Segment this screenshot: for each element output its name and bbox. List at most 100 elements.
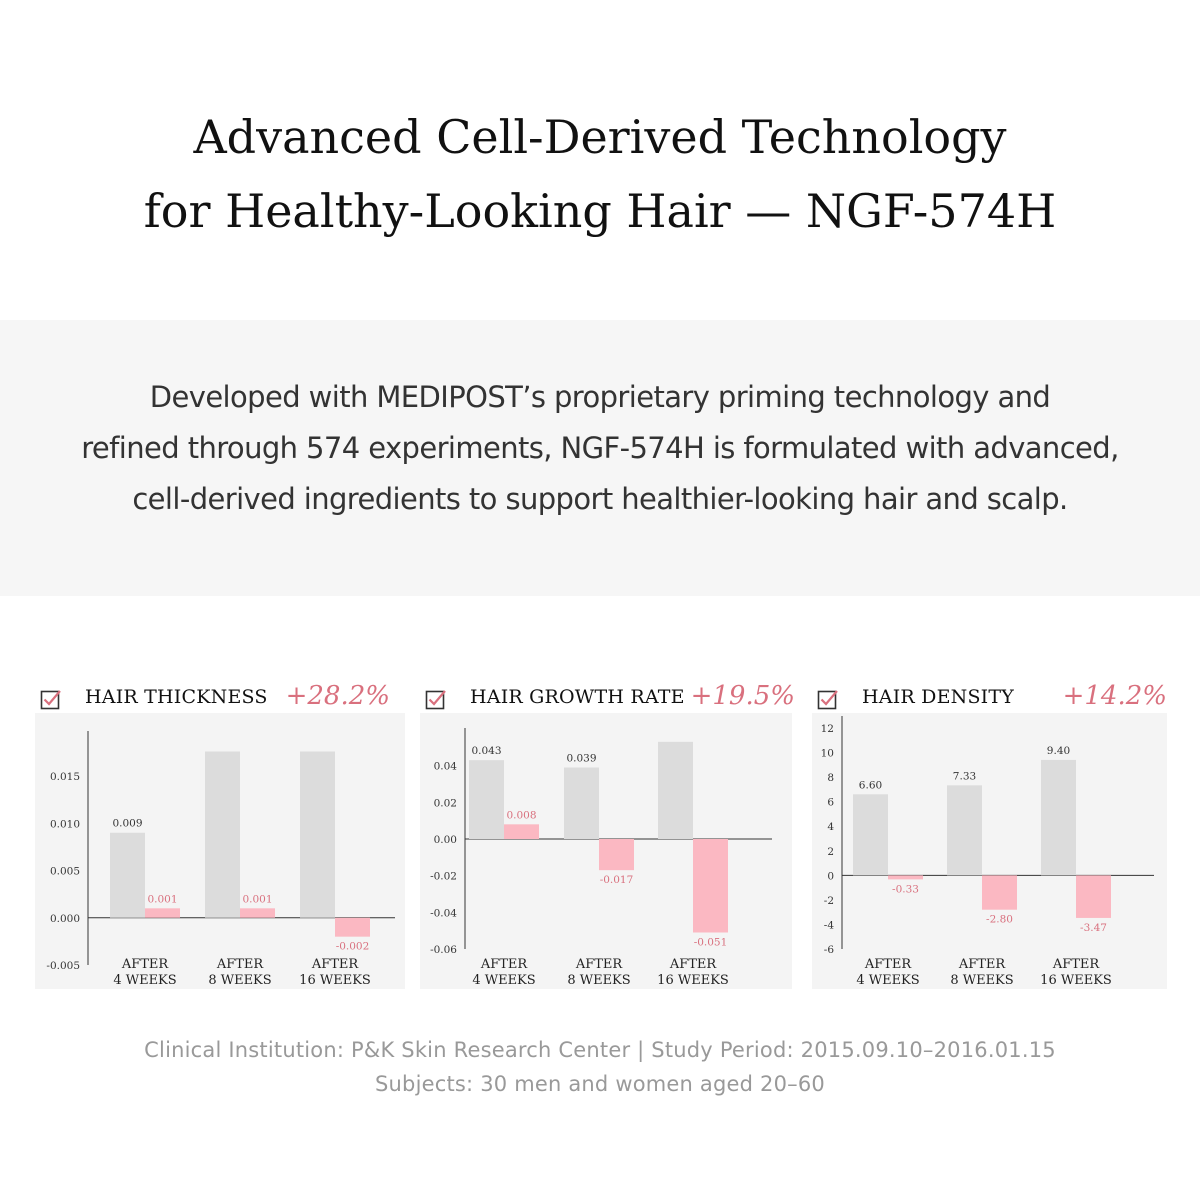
x-category-label: 16 WEEKS	[657, 973, 729, 988]
treated-bar	[658, 741, 693, 839]
x-category-label: 8 WEEKS	[567, 973, 630, 988]
treated-value-label: 6.60	[859, 779, 882, 791]
treated-bar	[110, 832, 145, 918]
treated-value-label: 0.043	[471, 745, 501, 757]
x-category-label: AFTER	[958, 957, 1007, 972]
x-category-label: 4 WEEKS	[113, 973, 176, 988]
footer-line-2: Subjects: 30 men and women aged 20–60	[375, 1072, 825, 1096]
control-bar	[599, 839, 634, 871]
y-tick-label: -6	[824, 944, 835, 956]
intro-text: Developed with MEDIPOST’s proprietary pr…	[0, 372, 1200, 525]
change-percent: +19.5%	[690, 681, 795, 711]
chart-svg: -0.06 -0.04 -0.02 0.00 0.02 0.04 0.043 0.008 AFT…	[430, 728, 772, 988]
y-tick-label: -0.02	[430, 871, 457, 883]
checkbox-check-icon	[817, 690, 838, 710]
chart-area: -0.005 0.000 0.005 0.010 0.015 0.009 0.001 AFTE…	[35, 713, 405, 989]
control-value-label: 0.001	[242, 893, 272, 905]
y-tick-label: -4	[824, 919, 835, 931]
intro-line-3: cell-derived ingredients to support heal…	[132, 482, 1068, 516]
y-tick-label: 10	[821, 748, 834, 760]
chart-area: -0.06 -0.04 -0.02 0.00 0.02 0.04 0.043 0.008 AFT…	[420, 713, 792, 989]
x-category-label: AFTER	[1052, 957, 1101, 972]
panel-header: HAIR GROWTH RATE +19.5%	[420, 680, 795, 716]
checkbox-check-icon	[40, 690, 61, 710]
treated-bar	[1041, 759, 1076, 876]
control-bar	[982, 875, 1017, 910]
y-tick-label: 0.000	[50, 913, 80, 925]
panel-header: HAIR DENSITY +14.2%	[812, 680, 1167, 716]
chart-svg: -0.005 0.000 0.005 0.010 0.015 0.009 0.001 AFTE…	[46, 731, 395, 988]
y-tick-label: 0.02	[434, 797, 457, 809]
treated-bar	[469, 760, 504, 839]
control-bar	[240, 908, 275, 918]
x-category-label: AFTER	[575, 957, 624, 972]
panel-hair-growth-rate: HAIR GROWTH RATE +19.5% -0.06 -0.04 -0.02 0…	[420, 680, 795, 1012]
control-value-label: -0.002	[336, 941, 370, 953]
page-title: Advanced Cell-Derived Technology for Hea…	[0, 100, 1200, 248]
control-bar	[1076, 875, 1111, 918]
intro-line-2: refined through 574 experiments, NGF-574…	[81, 431, 1119, 465]
checkbox-check-icon	[425, 690, 446, 710]
y-tick-label: 0.04	[434, 761, 458, 773]
change-percent: +28.2%	[285, 681, 390, 711]
y-tick-label: 0.00	[434, 834, 457, 846]
control-bar	[504, 824, 539, 839]
x-category-label: 8 WEEKS	[950, 973, 1013, 988]
x-category-label: AFTER	[121, 957, 170, 972]
treated-value-label: 0.009	[112, 818, 142, 830]
x-category-label: AFTER	[480, 957, 529, 972]
title-line-2: for Healthy-Looking Hair — NGF-574H	[143, 184, 1057, 238]
x-category-label: 16 WEEKS	[299, 973, 371, 988]
study-footer: Clinical Institution: P&K Skin Research …	[0, 1033, 1200, 1101]
y-tick-label: -2	[824, 895, 834, 907]
x-category-label: 8 WEEKS	[208, 973, 271, 988]
x-category-label: AFTER	[311, 957, 360, 972]
control-value-label: 0.001	[147, 893, 177, 905]
metric-label: HAIR DENSITY	[862, 686, 1015, 708]
title-line-1: Advanced Cell-Derived Technology	[193, 110, 1007, 164]
y-tick-label: -0.04	[430, 907, 457, 919]
y-tick-label: 0.005	[50, 866, 80, 878]
y-tick-label: 0	[827, 870, 834, 882]
treated-bar	[853, 794, 888, 876]
y-tick-label: 12	[821, 723, 834, 735]
x-category-label: AFTER	[669, 957, 718, 972]
control-bar	[335, 917, 370, 937]
control-value-label: 0.008	[506, 809, 536, 821]
y-tick-label: 4	[827, 821, 834, 833]
treated-bar	[564, 767, 599, 839]
x-category-label: 4 WEEKS	[856, 973, 919, 988]
y-tick-label: 2	[827, 846, 834, 858]
control-value-label: -3.47	[1080, 922, 1107, 934]
change-percent: +14.2%	[1062, 681, 1167, 711]
x-category-label: AFTER	[864, 957, 913, 972]
control-bar	[145, 908, 180, 918]
y-tick-label: 6	[827, 797, 834, 809]
treated-value-label: 7.33	[953, 770, 976, 782]
y-tick-label: 8	[827, 772, 834, 784]
treated-bar	[947, 785, 982, 876]
panel-hair-density: HAIR DENSITY +14.2% -6 -4 -2 0 2 4 6 8 10 12 6.60 -…	[812, 680, 1167, 1012]
y-tick-label: 0.015	[50, 771, 80, 783]
treated-bar	[300, 751, 335, 918]
footer-line-1: Clinical Institution: P&K Skin Research …	[144, 1038, 1056, 1062]
control-value-label: -0.33	[892, 883, 919, 895]
control-value-label: -0.017	[600, 874, 634, 886]
panel-hair-thickness: HAIR THICKNESS +28.2% -0.005 0.000 0.005 0.…	[35, 680, 405, 1012]
intro-line-1: Developed with MEDIPOST’s proprietary pr…	[149, 380, 1051, 414]
y-tick-label: -0.005	[46, 960, 80, 972]
y-tick-label: 0.010	[50, 818, 80, 830]
x-category-label: 16 WEEKS	[1040, 973, 1112, 988]
panel-header: HAIR THICKNESS +28.2%	[35, 680, 390, 716]
treated-value-label: 0.039	[566, 753, 596, 765]
y-tick-label: -0.06	[430, 944, 457, 956]
metric-label: HAIR THICKNESS	[85, 686, 268, 708]
control-bar	[693, 839, 728, 933]
control-value-label: -0.051	[694, 937, 728, 949]
x-category-label: 4 WEEKS	[472, 973, 535, 988]
treated-bar	[205, 751, 240, 918]
control-value-label: -2.80	[986, 914, 1013, 926]
chart-area: -6 -4 -2 0 2 4 6 8 10 12 6.60 -0.33 AFTER 4 WEEKS 7.33…	[812, 713, 1167, 989]
control-bar	[888, 875, 923, 880]
